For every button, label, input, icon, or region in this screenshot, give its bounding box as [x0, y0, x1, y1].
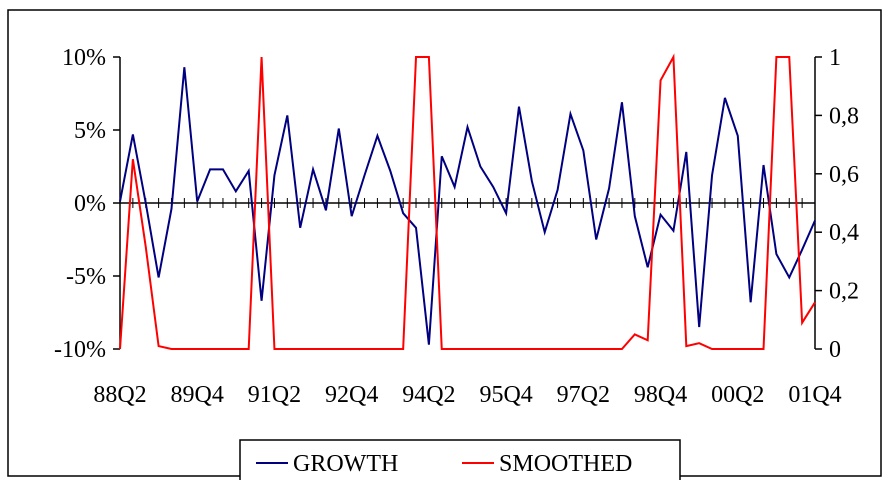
x-tick-label: 95Q4 [479, 382, 532, 408]
smoothed-series-line [119, 53, 816, 350]
y-left-tick-label: 5% [74, 118, 106, 144]
y-right-tick-label: 1 [829, 45, 841, 71]
y-left-tick-label: -5% [66, 264, 106, 290]
x-tick-label: 01Q4 [788, 382, 841, 408]
y-left-tick-label: 0% [74, 191, 106, 217]
y-right-tick-label: 0 [829, 337, 841, 363]
x-tick-label: 89Q4 [171, 382, 224, 408]
legend-growth-label: GROWTH [293, 451, 398, 477]
y-left-tick-label: -10% [54, 337, 106, 363]
x-tick-label: 94Q2 [402, 382, 455, 408]
x-tick-label: 88Q2 [93, 382, 146, 408]
y-right-tick-label: 0,6 [829, 162, 859, 188]
growth-series-line [119, 67, 816, 345]
y-right-tick-label: 0,8 [829, 103, 859, 129]
series-layer [119, 53, 816, 350]
x-tick-label: 98Q4 [634, 382, 687, 408]
x-tick-label: 00Q2 [711, 382, 764, 408]
legend-smoothed-label: SMOOTHED [499, 451, 632, 477]
y-right-tick-label: 0,4 [829, 220, 859, 246]
legend-box [239, 439, 681, 480]
y-left-tick-label: 10% [62, 45, 106, 71]
legend: GROWTH SMOOTHED [239, 439, 681, 480]
x-tick-label: 97Q2 [557, 382, 610, 408]
x-tick-label: 91Q2 [248, 382, 301, 408]
axes-layer: 10% 5% 0% -5% -10% 1 0,8 0,6 0,4 0,2 0 88Q2 89Q4 91Q2… [54, 45, 859, 408]
y-right-tick-label: 0,2 [829, 279, 859, 305]
x-tick-label: 92Q4 [325, 382, 378, 408]
